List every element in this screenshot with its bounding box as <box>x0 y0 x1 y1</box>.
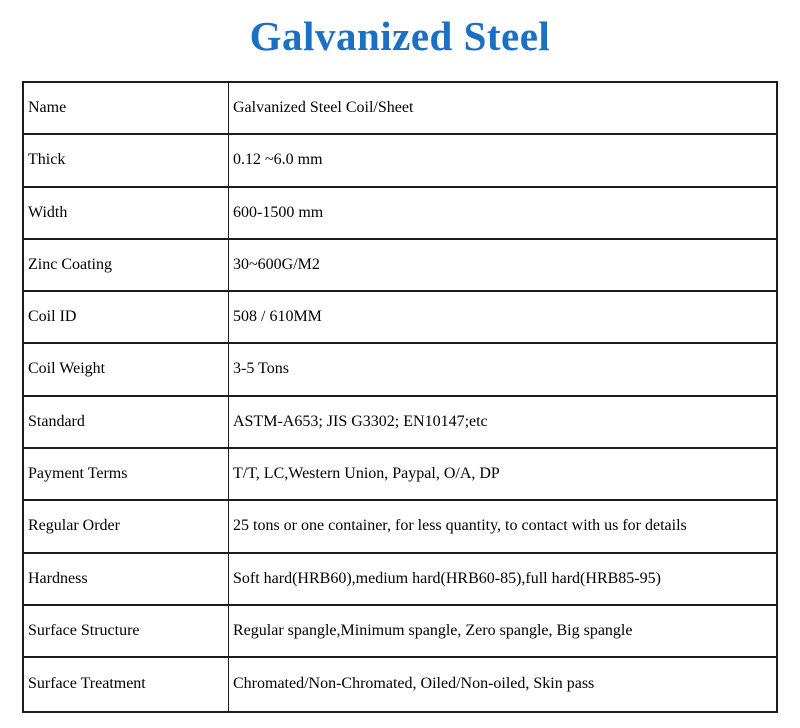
row-value: ASTM-A653; JIS G3302; EN10147;etc <box>233 412 488 430</box>
row-value: Chromated/Non-Chromated, Oiled/Non-oiled… <box>233 675 595 693</box>
table-row: Surface Treatment Chromated/Non-Chromate… <box>24 658 776 711</box>
row-label: Regular Order <box>24 501 229 552</box>
row-value: Regular spangle,Minimum spangle, Zero sp… <box>233 621 633 639</box>
table-row: Hardness Soft hard(HRB60),medium hard(HR… <box>24 553 776 606</box>
row-value: 30~600G/M2 <box>233 255 320 273</box>
table-row: Regular Order 25 tons or one container, … <box>24 501 776 554</box>
spec-table: Name Galvanized Steel Coil/Sheet Thick 0… <box>22 81 778 713</box>
row-value: Soft hard(HRB60),medium hard(HRB60-85),f… <box>233 569 661 587</box>
row-label: Surface Structure <box>24 605 229 657</box>
row-label: Name <box>24 83 229 134</box>
row-value: 508 / 610MM <box>233 308 322 326</box>
table-row: Coil ID 508 / 610MM <box>24 292 776 345</box>
row-label: Width <box>24 187 229 238</box>
row-value: Galvanized Steel Coil/Sheet <box>233 98 414 116</box>
row-label: Hardness <box>24 553 229 604</box>
row-label: Thick <box>24 135 229 186</box>
row-value: 0.12 ~6.0 mm <box>233 151 323 169</box>
row-label: Coil ID <box>24 292 229 343</box>
table-row: Payment Terms T/T, LC,Western Union, Pay… <box>24 449 776 502</box>
row-label: Payment Terms <box>24 449 229 500</box>
row-value: 600-1500 mm <box>233 203 324 221</box>
table-row: Thick 0.12 ~6.0 mm <box>24 135 776 188</box>
table-row: Zinc Coating 30~600G/M2 <box>24 239 776 293</box>
table-row: Name Galvanized Steel Coil/Sheet <box>24 83 776 136</box>
table-row: Standard ASTM-A653; JIS G3302; EN10147;e… <box>24 396 776 450</box>
row-label: Standard <box>24 396 229 448</box>
table-row: Coil Weight 3-5 Tons <box>24 344 776 397</box>
page-title: Galvanized Steel <box>249 13 551 59</box>
row-value: T/T, LC,Western Union, Paypal, O/A, DP <box>233 465 500 483</box>
row-label: Surface Treatment <box>24 658 229 711</box>
table-row: Surface Structure Regular spangle,Minimu… <box>24 605 776 659</box>
row-label: Zinc Coating <box>24 239 229 291</box>
row-value: 25 tons or one container, for less quant… <box>233 517 687 535</box>
table-row: Width 600-1500 mm <box>24 187 776 240</box>
row-label: Coil Weight <box>24 344 229 395</box>
row-value: 3-5 Tons <box>233 360 289 378</box>
